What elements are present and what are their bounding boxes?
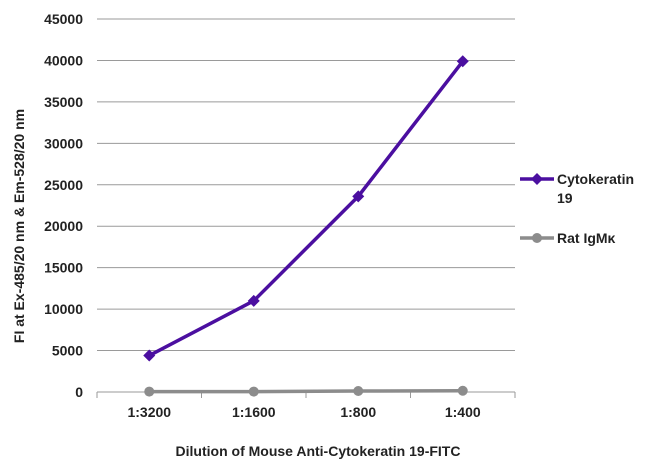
legend-label: Cytokeratin <box>557 171 634 187</box>
y-axis-ticks: 0 5000 10000 15000 20000 25000 30000 35000 40000… <box>44 11 83 400</box>
legend-label: Rat IgMκ <box>557 230 616 246</box>
y-tick-label: 20000 <box>44 218 83 234</box>
series-1 <box>144 385 468 397</box>
series-group <box>143 55 469 397</box>
x-tick-label: 1:1600 <box>232 404 276 420</box>
legend-entry-0: Cytokeratin 19 <box>520 171 634 206</box>
legend-marker <box>532 233 542 243</box>
series-line <box>149 389 463 394</box>
y-axis-title: FI at Ex-485/20 nm & Em-528/20 nm <box>11 109 27 343</box>
data-point <box>247 294 260 307</box>
x-tick-label: 1:400 <box>445 404 481 420</box>
x-tick-label: 1:3200 <box>127 404 171 420</box>
x-tick-label: 1:800 <box>340 404 376 420</box>
data-point <box>353 386 364 397</box>
legend-marker <box>531 173 543 185</box>
data-point <box>352 190 365 203</box>
y-tick-label: 0 <box>75 384 83 400</box>
x-axis-title: Dilution of Mouse Anti-Cytokeratin 19-FI… <box>176 443 461 459</box>
data-point <box>248 386 259 397</box>
series-0 <box>143 55 469 362</box>
y-tick-label: 5000 <box>52 343 83 359</box>
y-tick-label: 15000 <box>44 260 83 276</box>
gridlines <box>97 18 515 352</box>
legend-entry-1: Rat IgMκ <box>520 230 616 246</box>
y-tick-label: 40000 <box>44 52 83 68</box>
legend: Cytokeratin 19 Rat IgMκ <box>520 171 634 246</box>
data-point <box>456 55 469 68</box>
data-point <box>144 386 155 397</box>
y-tick-label: 45000 <box>44 11 83 27</box>
series-line <box>148 60 465 358</box>
x-axis-ticks: 1:3200 1:1600 1:800 1:400 <box>96 392 516 420</box>
data-point <box>457 385 468 396</box>
y-tick-label: 10000 <box>44 301 83 317</box>
y-tick-label: 30000 <box>44 135 83 151</box>
y-tick-label: 35000 <box>44 94 83 110</box>
legend-label: 19 <box>557 190 573 206</box>
data-point <box>143 349 156 362</box>
y-tick-label: 25000 <box>44 177 83 193</box>
